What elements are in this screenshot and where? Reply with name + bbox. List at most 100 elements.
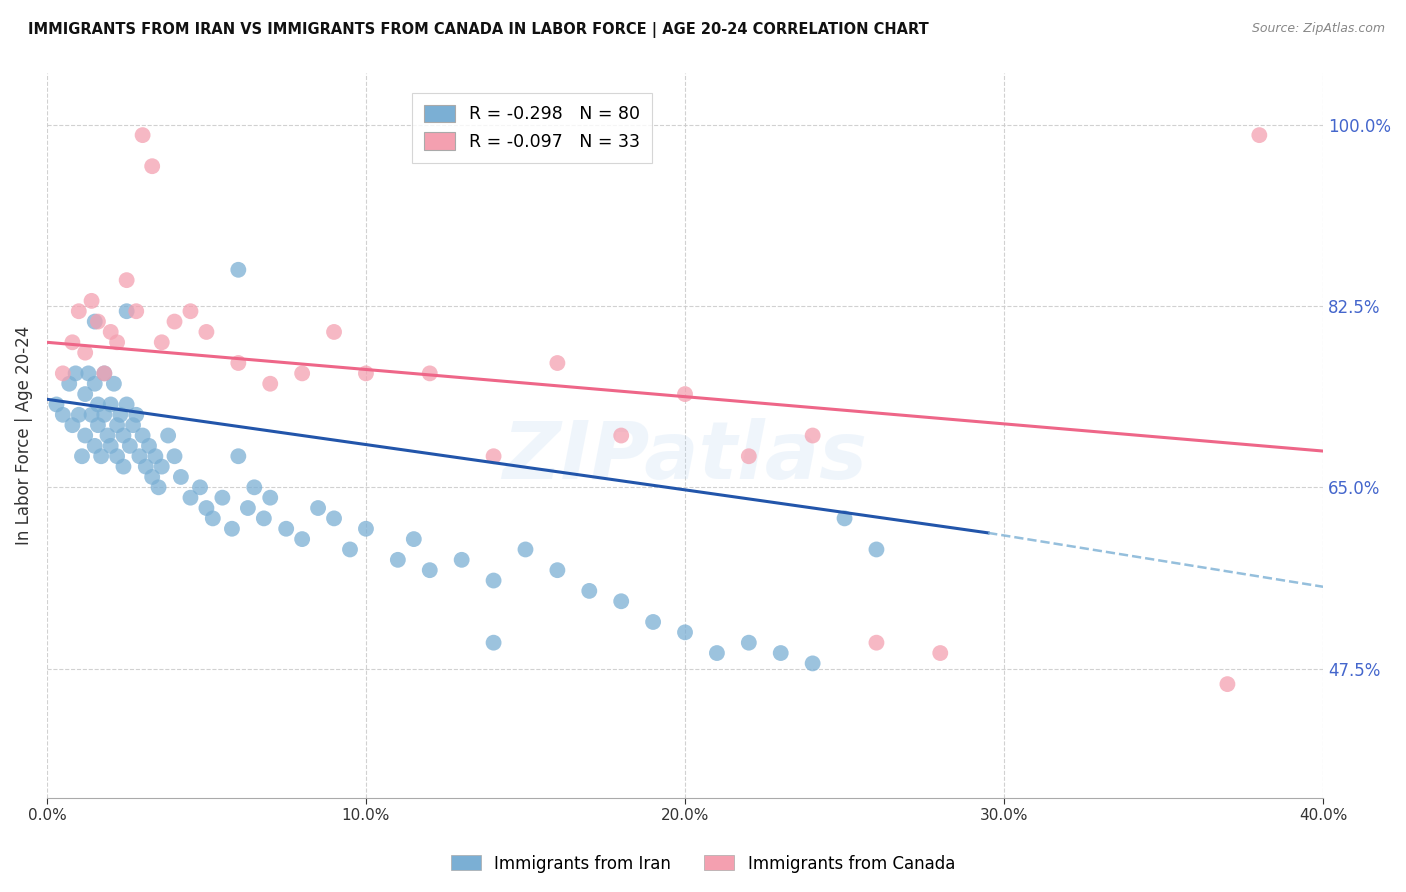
Point (112, 459, 135, 474)
Point (110, 408, 132, 422)
Point (105, 418, 128, 433)
Point (419, 367, 441, 381)
Point (148, 480, 170, 494)
Point (610, 428, 633, 442)
Point (67, 408, 90, 422)
Point (135, 459, 157, 474)
Point (323, 511, 346, 525)
Point (141, 159, 163, 173)
Point (87, 418, 110, 433)
Point (87, 397, 110, 411)
Point (93, 367, 115, 381)
Point (80, 408, 103, 422)
Point (75, 345, 97, 359)
Point (578, 583, 600, 598)
Point (125, 408, 148, 422)
Point (865, 542, 887, 557)
Point (291, 532, 314, 546)
Point (673, 387, 696, 401)
Point (211, 491, 233, 505)
Point (115, 397, 138, 411)
Point (141, 470, 163, 484)
Point (105, 449, 128, 463)
Point (228, 262, 250, 277)
Point (643, 615, 665, 629)
Text: ZIPatlas: ZIPatlas (502, 418, 868, 496)
Point (62, 335, 84, 350)
Point (228, 356, 250, 370)
Point (865, 636, 887, 650)
Point (96, 428, 118, 442)
Point (103, 376, 125, 391)
Point (62, 418, 84, 433)
Point (450, 553, 472, 567)
Point (93, 367, 115, 381)
Point (157, 428, 180, 442)
Point (179, 491, 201, 505)
Point (150, 459, 173, 474)
Point (87, 315, 110, 329)
Point (769, 646, 792, 660)
Point (610, 594, 633, 608)
Point (259, 491, 281, 505)
Point (738, 449, 761, 463)
Point (67, 304, 90, 318)
Point (515, 542, 537, 557)
Point (77, 367, 100, 381)
Point (100, 439, 122, 453)
Point (195, 501, 218, 516)
Y-axis label: In Labor Force | Age 20-24: In Labor Force | Age 20-24 (15, 326, 32, 545)
Point (163, 449, 186, 463)
Point (228, 449, 250, 463)
Point (402, 532, 425, 546)
Point (482, 574, 505, 588)
Point (221, 522, 243, 536)
Legend: Immigrants from Iran, Immigrants from Canada: Immigrants from Iran, Immigrants from Ca… (444, 848, 962, 880)
Point (145, 449, 167, 463)
Point (112, 428, 135, 442)
Point (83, 315, 105, 329)
Legend: R = -0.298   N = 80, R = -0.097   N = 33: R = -0.298 N = 80, R = -0.097 N = 33 (412, 93, 652, 163)
Point (65, 367, 87, 381)
Point (58, 376, 80, 391)
Point (307, 501, 329, 516)
Point (801, 657, 824, 671)
Point (236, 501, 259, 516)
Point (150, 335, 173, 350)
Point (323, 325, 346, 339)
Point (339, 542, 361, 557)
Text: IMMIGRANTS FROM IRAN VS IMMIGRANTS FROM CANADA IN LABOR FORCE | AGE 20-24 CORREL: IMMIGRANTS FROM IRAN VS IMMIGRANTS FROM … (28, 22, 929, 38)
Point (546, 563, 568, 577)
Text: Source: ZipAtlas.com: Source: ZipAtlas.com (1251, 22, 1385, 36)
Point (673, 625, 696, 640)
Point (115, 273, 138, 287)
Point (482, 449, 505, 463)
Point (259, 376, 281, 391)
Point (125, 304, 148, 318)
Point (105, 335, 128, 350)
Point (1249, 128, 1271, 142)
Point (128, 449, 150, 463)
Point (100, 325, 122, 339)
Point (52, 408, 75, 422)
Point (75, 428, 97, 442)
Point (138, 439, 160, 453)
Point (90, 449, 112, 463)
Point (253, 511, 276, 525)
Point (163, 315, 186, 329)
Point (291, 367, 314, 381)
Point (170, 470, 193, 484)
Point (834, 511, 856, 525)
Point (83, 439, 105, 453)
Point (276, 522, 298, 536)
Point (52, 367, 75, 381)
Point (188, 480, 211, 494)
Point (131, 128, 153, 142)
Point (115, 304, 138, 318)
Point (195, 325, 218, 339)
Point (131, 428, 153, 442)
Point (706, 646, 728, 660)
Point (122, 418, 145, 433)
Point (83, 376, 105, 391)
Point (419, 563, 441, 577)
